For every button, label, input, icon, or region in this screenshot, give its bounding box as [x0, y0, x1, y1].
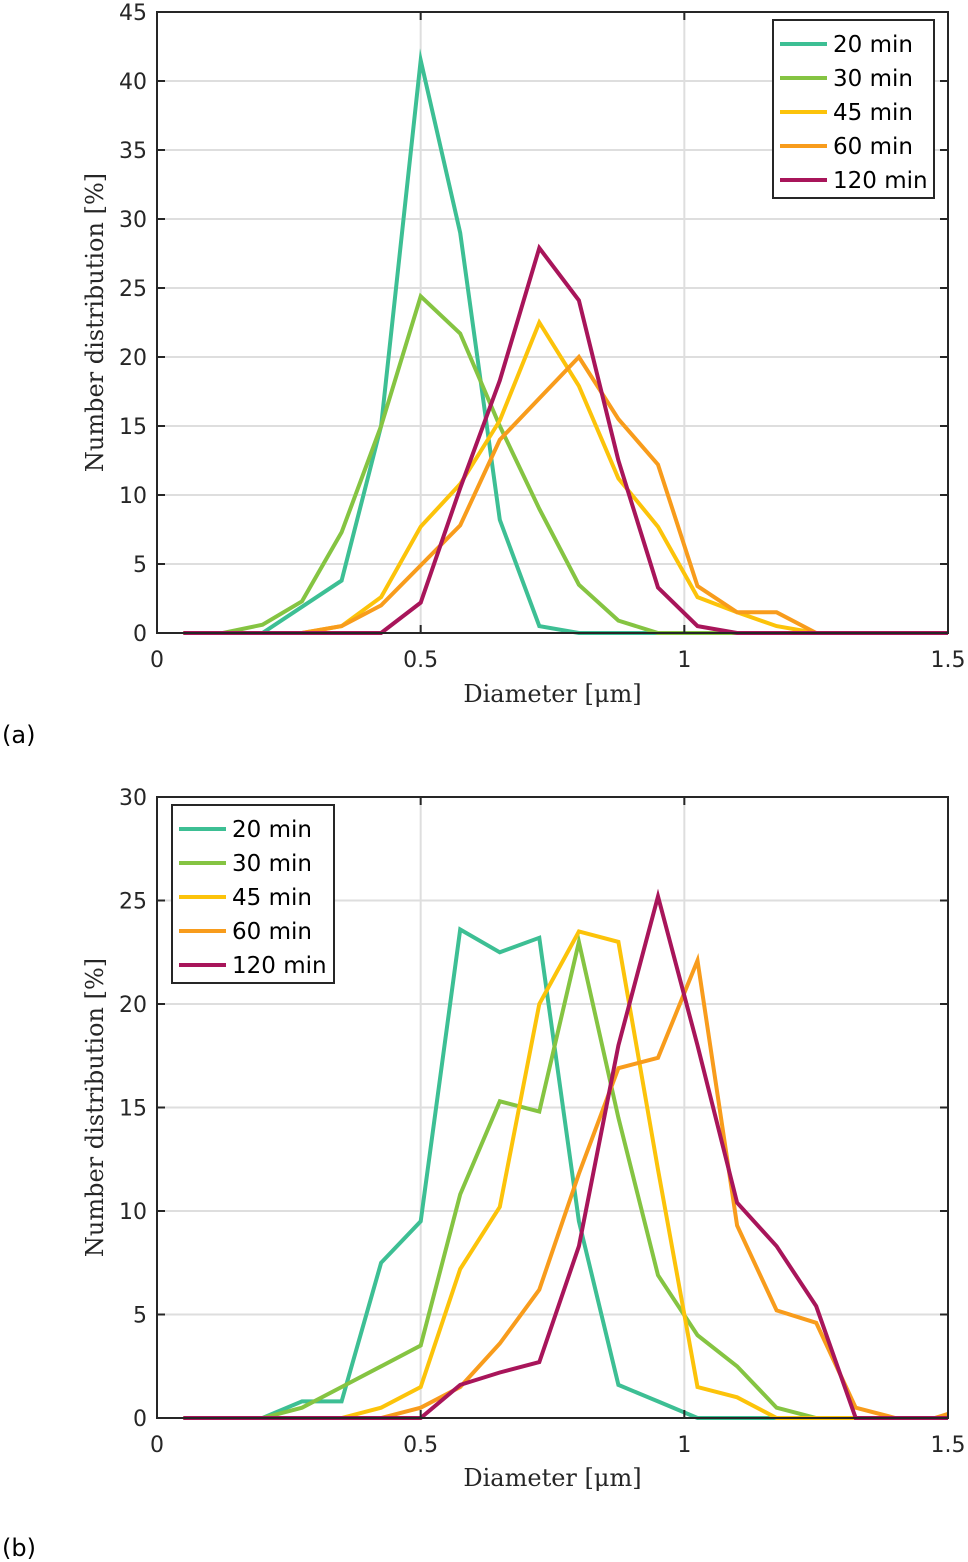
y-tick-label: 5 [133, 1304, 147, 1329]
legend: 20 min 30 min 45 min 60 min 120 min [772, 19, 935, 199]
x-tick-label: 0.5 [403, 1433, 438, 1458]
x-tick-label: 1.5 [931, 1433, 966, 1458]
y-tick-label: 20 [119, 993, 147, 1018]
legend: 20 min 30 min 45 min 60 min 120 min [171, 804, 335, 984]
legend-entry: 45 min [232, 885, 312, 911]
x-tick-label: 1.5 [931, 648, 966, 673]
y-tick-label: 0 [133, 1407, 147, 1432]
y-axis-label: Number distribution [%] [81, 958, 109, 1257]
panel-label: (b) [2, 1534, 36, 1562]
legend-entry: 45 min [833, 100, 913, 126]
series-line-30-min [183, 932, 948, 1420]
x-tick-label: 0 [150, 1433, 164, 1458]
legend-entry: 120 min [232, 953, 327, 979]
y-tick-label: 45 [119, 1, 147, 26]
x-tick-label: 1 [677, 1433, 691, 1458]
y-tick-label: 30 [119, 208, 147, 233]
y-tick-label: 25 [119, 277, 147, 302]
x-axis-label: Diameter [μm] [463, 680, 641, 708]
legend-entry: 120 min [833, 168, 928, 194]
y-tick-label: 0 [133, 622, 147, 647]
legend-box [171, 804, 335, 984]
legend-entry: 30 min [833, 66, 913, 92]
chart-panel-b: 0 5 10 15 20 25 30 0 0.5 1 1.5 Diameter [μm] Number … [2, 786, 966, 1562]
x-tick-label: 0 [150, 648, 164, 673]
y-tick-label: 40 [119, 70, 147, 95]
y-tick-label: 30 [119, 786, 147, 811]
y-tick-label: 5 [133, 553, 147, 578]
y-axis-label: Number distribution [%] [81, 173, 109, 472]
y-tick-label: 15 [119, 415, 147, 440]
legend-entry: 60 min [232, 919, 312, 945]
y-tick-label: 25 [119, 890, 147, 915]
chart-panel-a: 0 5 10 15 20 25 30 35 40 45 0 0.5 1 1.5 Diameter [μm] N… [2, 1, 966, 749]
plot-frame [156, 11, 949, 634]
y-tick-label: 15 [119, 1097, 147, 1122]
y-tick-label: 35 [119, 139, 147, 164]
y-tick-label: 20 [119, 346, 147, 371]
x-axis-label: Diameter [μm] [463, 1464, 641, 1492]
y-tick-label: 10 [119, 484, 147, 509]
legend-entry: 30 min [232, 851, 312, 877]
legend-entry: 60 min [833, 134, 913, 160]
y-tick-label: 10 [119, 1200, 147, 1225]
legend-box [772, 19, 935, 199]
x-tick-label: 0.5 [403, 648, 438, 673]
x-tick-label: 1 [677, 648, 691, 673]
series-line-30-min [183, 292, 948, 635]
legend-entry: 20 min [833, 32, 913, 58]
panel-label: (a) [2, 721, 35, 749]
series-line-120-min [183, 243, 948, 635]
legend-entry: 20 min [232, 817, 312, 843]
